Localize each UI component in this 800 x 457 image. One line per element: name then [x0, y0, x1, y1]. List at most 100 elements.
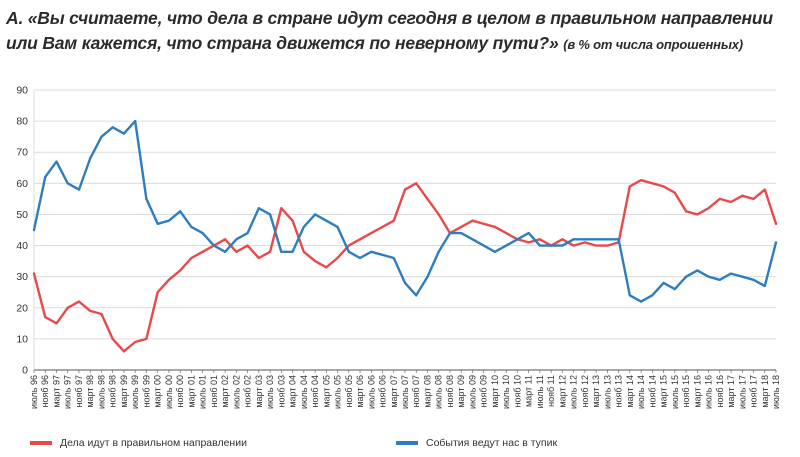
data-point-wrong [32, 228, 36, 232]
data-point-wrong [493, 250, 497, 253]
x-tick-label: нояб 01 [209, 375, 219, 408]
data-point-wrong [190, 225, 193, 228]
x-tick-label: нояб 14 [647, 375, 657, 408]
data-point-wrong [55, 160, 58, 163]
data-point-right [606, 244, 609, 247]
data-point-wrong [66, 182, 69, 185]
data-point-wrong [100, 135, 103, 138]
data-point-wrong [370, 250, 373, 253]
x-tick-label: нояб 97 [74, 375, 84, 408]
x-tick-label: март 12 [557, 375, 567, 408]
x-tick-label: июль 03 [265, 375, 275, 409]
x-tick-label: нояб 12 [580, 375, 590, 408]
x-tick-label: март 16 [692, 375, 702, 408]
data-point-wrong [381, 253, 384, 256]
x-tick-label: нояб 06 [378, 375, 388, 408]
x-tick-label: июль 12 [569, 375, 579, 409]
x-tick-label: март 07 [389, 375, 399, 408]
chart-title-sub: (в % от числа опрошенных) [563, 37, 743, 52]
data-point-right [741, 194, 744, 197]
series-line-wrong [32, 119, 778, 303]
data-point-right [179, 269, 182, 272]
data-point-wrong [707, 275, 710, 278]
data-point-wrong [437, 250, 440, 253]
data-point-wrong [89, 157, 92, 160]
data-point-right [44, 316, 47, 319]
data-point-wrong [246, 232, 249, 235]
x-tick-label: июль 08 [434, 375, 444, 409]
legend-label-right: Дела идут в правильном направлении [60, 437, 247, 449]
x-tick-label: нояб 09 [479, 375, 489, 408]
data-point-wrong [392, 256, 395, 260]
data-point-wrong [336, 225, 339, 228]
data-point-right [471, 219, 474, 222]
data-point-right [100, 312, 103, 316]
x-tick-label: июль 01 [198, 375, 208, 409]
data-point-right [302, 250, 305, 253]
data-point-wrong [572, 238, 575, 241]
data-point-right [313, 260, 317, 263]
y-tick-label: 30 [16, 271, 28, 283]
data-point-right [403, 188, 407, 191]
data-point-right [774, 222, 778, 225]
x-tick-label: нояб 17 [749, 375, 759, 408]
y-tick-label: 60 [16, 178, 28, 190]
x-tick-label: март 99 [119, 375, 129, 408]
data-point-right [662, 185, 665, 188]
data-point-right [145, 337, 148, 340]
x-tick-label: июль 14 [636, 375, 646, 409]
x-tick-label: март 08 [422, 375, 432, 408]
data-point-wrong [538, 244, 542, 247]
data-point-wrong [77, 188, 81, 191]
x-tick-label: март 03 [254, 375, 264, 408]
data-point-wrong [482, 244, 485, 247]
x-tick-label: июль 07 [400, 375, 410, 409]
x-tick-label: нояб 15 [681, 375, 691, 408]
data-point-wrong [729, 272, 733, 275]
y-tick-label: 40 [16, 240, 28, 252]
data-point-wrong [516, 238, 519, 241]
y-tick-label: 70 [16, 147, 28, 159]
x-tick-label: нояб 05 [344, 375, 354, 408]
data-point-right [235, 250, 238, 253]
x-tick-label: нояб 00 [175, 375, 185, 408]
data-point-wrong [662, 281, 665, 284]
data-point-right [505, 232, 508, 235]
x-tick-label: март 11 [524, 375, 534, 407]
y-tick-label: 80 [16, 116, 28, 128]
y-tick-label: 20 [16, 302, 28, 314]
data-point-right [426, 197, 429, 200]
data-point-right [190, 256, 193, 260]
data-point-right [325, 266, 328, 269]
data-point-right [628, 185, 631, 188]
x-tick-label: нояб 98 [108, 375, 118, 408]
data-point-wrong [617, 238, 620, 241]
data-point-wrong [179, 210, 182, 213]
data-point-right [572, 244, 575, 247]
x-tick-label: июль 00 [164, 375, 174, 409]
data-point-right [673, 191, 676, 194]
x-tick-label: март 98 [85, 375, 95, 408]
x-tick-label: июль 13 [602, 375, 612, 409]
x-tick-label: июль 18 [771, 375, 781, 409]
data-point-right [134, 340, 137, 344]
data-point-right [639, 179, 643, 182]
data-point-right [268, 250, 272, 253]
data-point-right [381, 225, 384, 228]
data-point-wrong [212, 244, 215, 247]
data-point-right [111, 337, 114, 340]
data-point-wrong [358, 256, 362, 260]
data-point-wrong [550, 244, 553, 247]
data-point-wrong [44, 176, 47, 179]
data-point-wrong [134, 120, 137, 123]
data-point-right [156, 291, 159, 294]
data-point-wrong [505, 244, 508, 247]
x-tick-label: март 18 [760, 375, 770, 408]
data-point-right [460, 225, 463, 228]
x-tick-label: июль 16 [704, 375, 714, 409]
data-point-wrong [235, 238, 238, 241]
legend-label-wrong: События ведут нас в тупик [426, 437, 558, 449]
data-point-right [89, 309, 92, 312]
legend-item-wrong: События ведут нас в тупик [396, 436, 557, 450]
data-point-wrong [763, 284, 766, 288]
